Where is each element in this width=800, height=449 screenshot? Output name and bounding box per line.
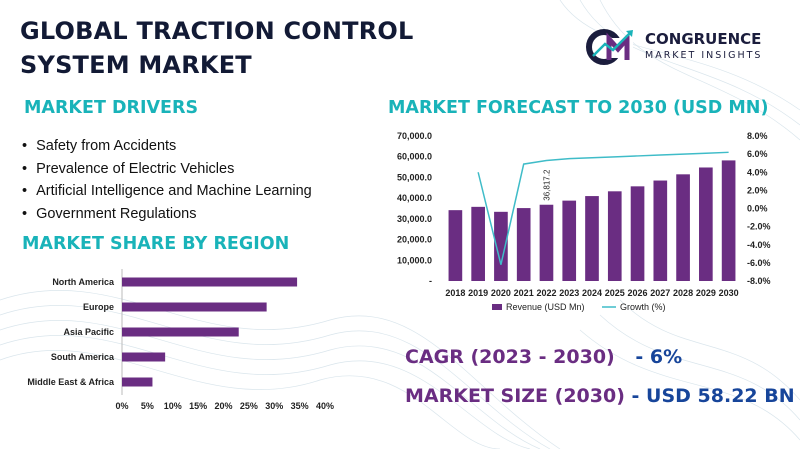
y-tick-label: - — [429, 276, 432, 286]
revenue-bar — [471, 206, 485, 281]
x-tick-label: 2029 — [696, 288, 716, 298]
region-heading: MARKET SHARE BY REGION — [22, 234, 290, 254]
x-tick-label: 0% — [115, 401, 128, 411]
x-tick-label: 2030 — [719, 288, 739, 298]
revenue-bar — [630, 186, 645, 281]
x-tick-label: 40% — [316, 401, 334, 411]
x-tick-label: 2019 — [468, 288, 488, 298]
y2-tick-label: -6.0% — [747, 258, 771, 268]
cagr-stat: CAGR (2023 - 2030) - 6% — [405, 346, 682, 368]
legend-swatch-revenue — [492, 304, 502, 310]
y2-tick-label: 2.0% — [747, 185, 768, 195]
y2-tick-label: -4.0% — [747, 240, 771, 250]
revenue-bar — [539, 204, 554, 281]
revenue-bar — [699, 167, 713, 281]
logo-name: CONGRUENCE — [645, 30, 762, 48]
driver-item: Government Regulations — [22, 206, 312, 229]
revenue-bar — [562, 200, 577, 281]
growth-line — [477, 151, 729, 265]
forecast-chart: - 10,000.0 20,000.0 30,000.0 40,000.0 50,000.… — [397, 131, 771, 312]
page-title: GLOBAL TRACTION CONTROL SYSTEM MARKET — [20, 17, 414, 79]
region-share-chart: North America Europe Asia Pacific South Ame… — [27, 269, 334, 411]
y2-tick-label: 4.0% — [747, 167, 768, 177]
revenue-bar — [653, 180, 668, 281]
revenue-bar — [585, 196, 599, 281]
y-tick-label: 10,000.0 — [397, 255, 432, 265]
category-label: Asia Pacific — [63, 327, 114, 337]
x-tick-label: 2024 — [582, 288, 602, 298]
revenue-bar — [516, 208, 531, 281]
y-tick-label: 60,000.0 — [397, 152, 432, 162]
drivers-heading: MARKET DRIVERS — [24, 98, 199, 118]
x-tick-label: 2028 — [673, 288, 693, 298]
revenue-bar — [448, 210, 463, 281]
legend-label-growth: Growth (%) — [620, 302, 666, 312]
driver-item: Artificial Intelligence and Machine Lear… — [22, 183, 312, 206]
revenue-bar — [676, 174, 690, 281]
bar — [122, 302, 267, 312]
revenue-bar — [721, 160, 736, 281]
x-tick-label: 2027 — [650, 288, 670, 298]
logo-tagline: MARKET INSIGHTS — [645, 50, 763, 61]
market-size-label: MARKET SIZE (2030) — [405, 385, 625, 407]
x-tick-label: 2025 — [605, 288, 625, 298]
y2-tick-label: -8.0% — [747, 276, 771, 286]
y2-tick-label: 6.0% — [747, 149, 768, 159]
x-tick-label: 2023 — [559, 288, 579, 298]
x-tick-label: 2022 — [536, 288, 556, 298]
x-tick-label: 2026 — [628, 288, 648, 298]
category-label: Middle East & Africa — [27, 377, 115, 387]
brand-logo: CONGRUENCE MARKET INSIGHTS — [583, 24, 783, 70]
forecast-heading: MARKET FORECAST TO 2030 (USD MN) — [388, 98, 769, 118]
drivers-list: Safety from Accidents Prevalence of Elec… — [22, 138, 312, 228]
x-tick-label: 10% — [164, 401, 182, 411]
driver-item: Prevalence of Electric Vehicles — [22, 161, 312, 184]
bar — [122, 377, 153, 387]
market-size-value: - USD 58.22 BN — [631, 385, 795, 407]
bar — [122, 327, 239, 337]
y2-tick-label: 8.0% — [747, 131, 768, 141]
x-tick-label: 2018 — [445, 288, 465, 298]
y-tick-label: 50,000.0 — [397, 172, 432, 182]
cagr-value: - 6% — [635, 346, 683, 368]
x-tick-label: 2021 — [514, 288, 534, 298]
legend-label-revenue: Revenue (USD Mn) — [506, 302, 585, 312]
x-tick-label: 30% — [265, 401, 283, 411]
y2-tick-label: -2.0% — [747, 222, 771, 232]
bar — [122, 352, 166, 362]
x-tick-label: 35% — [291, 401, 309, 411]
x-tick-label: 5% — [141, 401, 154, 411]
x-tick-label: 2020 — [491, 288, 511, 298]
x-tick-label: 25% — [240, 401, 258, 411]
x-tick-label: 20% — [214, 401, 232, 411]
category-label: North America — [52, 277, 115, 287]
category-label: South America — [51, 352, 115, 362]
y-tick-label: 40,000.0 — [397, 193, 432, 203]
category-label: Europe — [83, 302, 114, 312]
x-tick-label: 15% — [189, 401, 207, 411]
revenue-bar — [494, 211, 508, 281]
data-label: 36,817.2 — [542, 169, 551, 201]
cagr-label: CAGR (2023 - 2030) — [405, 346, 615, 368]
logo-mark-icon — [586, 29, 633, 65]
market-size-stat: MARKET SIZE (2030) - USD 58.22 BN — [405, 385, 795, 407]
y2-tick-label: 0.0% — [747, 204, 768, 214]
driver-item: Safety from Accidents — [22, 138, 312, 161]
y-tick-label: 20,000.0 — [397, 235, 432, 245]
bar — [122, 277, 298, 287]
y-tick-label: 70,000.0 — [397, 131, 432, 141]
revenue-bar — [607, 191, 622, 281]
y-tick-label: 30,000.0 — [397, 214, 432, 224]
